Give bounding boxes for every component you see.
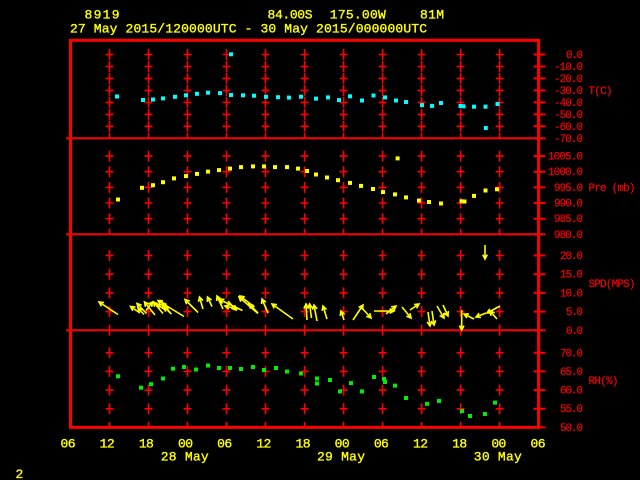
svg-text:12: 12 [413, 437, 428, 452]
svg-text:-50.0: -50.0 [554, 110, 583, 122]
svg-text:18: 18 [139, 437, 154, 452]
svg-text:8919: 8919 [85, 8, 120, 23]
svg-text:60.0: 60.0 [560, 386, 583, 398]
svg-text:0.0: 0.0 [566, 50, 583, 62]
svg-text:1000.0: 1000.0 [548, 167, 583, 179]
svg-text:28 May: 28 May [161, 450, 209, 465]
svg-text:55.0: 55.0 [560, 404, 583, 416]
svg-text:12: 12 [256, 437, 271, 452]
svg-text:29 May: 29 May [317, 450, 365, 465]
svg-text:Pre (mb): Pre (mb) [589, 183, 636, 195]
svg-text:5.0: 5.0 [566, 307, 583, 319]
svg-text:18: 18 [452, 437, 467, 452]
svg-text:995.0: 995.0 [554, 183, 583, 195]
svg-text:50.0: 50.0 [560, 423, 583, 435]
svg-text:985.0: 985.0 [554, 214, 583, 226]
svg-text:18: 18 [296, 437, 311, 452]
svg-text:06: 06 [374, 437, 389, 452]
svg-text:1005.0: 1005.0 [548, 152, 583, 164]
svg-text:81M: 81M [420, 8, 444, 23]
svg-text:20.0: 20.0 [560, 251, 583, 263]
svg-text:27 May 2015/120000UTC - 30 May: 27 May 2015/120000UTC - 30 May 2015/0000… [70, 22, 427, 37]
svg-text:12: 12 [100, 437, 115, 452]
svg-text:990.0: 990.0 [554, 199, 583, 211]
svg-text:70.0: 70.0 [560, 348, 583, 360]
svg-text:10.0: 10.0 [560, 288, 583, 300]
svg-text:RH(%): RH(%) [589, 376, 619, 388]
svg-text:-40.0: -40.0 [554, 98, 583, 110]
svg-text:00: 00 [178, 437, 193, 452]
svg-text:175.00W: 175.00W [330, 8, 386, 23]
svg-text:30 May: 30 May [474, 450, 522, 465]
svg-text:T(C): T(C) [589, 86, 613, 98]
svg-text:06: 06 [531, 437, 546, 452]
svg-text:-30.0: -30.0 [554, 86, 583, 98]
svg-text:-70.0: -70.0 [554, 134, 583, 146]
svg-text:-20.0: -20.0 [554, 74, 583, 86]
svg-text:65.0: 65.0 [560, 367, 583, 379]
svg-text:84.00S: 84.00S [268, 8, 313, 23]
svg-text:2: 2 [16, 467, 24, 480]
svg-text:980.0: 980.0 [554, 230, 583, 242]
svg-text:SPD(MPS): SPD(MPS) [589, 279, 636, 291]
svg-text:06: 06 [61, 437, 76, 452]
svg-text:-10.0: -10.0 [554, 62, 583, 74]
svg-text:15.0: 15.0 [560, 270, 583, 282]
svg-text:00: 00 [491, 437, 506, 452]
svg-text:06: 06 [217, 437, 232, 452]
svg-text:0.0: 0.0 [566, 326, 583, 338]
svg-text:00: 00 [335, 437, 350, 452]
svg-text:-60.0: -60.0 [554, 122, 583, 134]
